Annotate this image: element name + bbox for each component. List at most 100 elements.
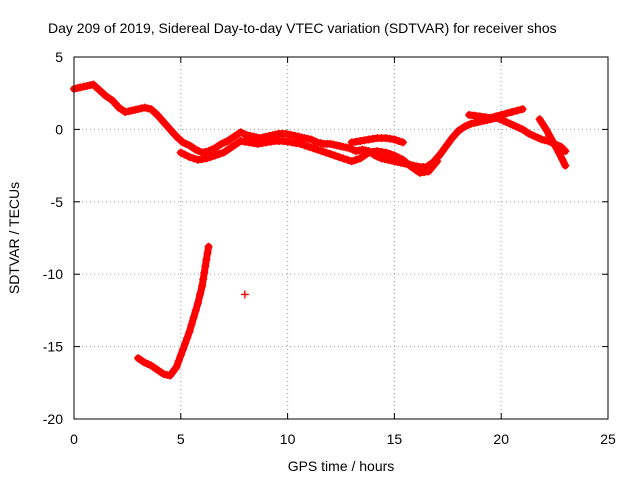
data-point — [433, 157, 442, 166]
y-tick-label: -20 — [43, 411, 63, 427]
data-point — [486, 113, 495, 122]
data-point — [232, 139, 241, 148]
data-point — [317, 147, 326, 156]
data-point — [326, 150, 335, 159]
data-point — [304, 142, 313, 151]
data-point — [181, 150, 190, 159]
data-point — [435, 151, 444, 160]
data-point — [356, 154, 365, 163]
data-point — [198, 155, 207, 164]
y-axis-label: SDTVAR / TECUs — [6, 182, 22, 294]
data-point — [166, 371, 175, 380]
data-point — [441, 142, 450, 151]
y-tick-label: 5 — [55, 49, 63, 65]
data-point — [377, 147, 386, 156]
data-point — [185, 152, 194, 161]
data-point — [444, 138, 453, 147]
data-point — [257, 139, 266, 148]
data-point — [176, 351, 185, 360]
y-tick-label: -5 — [51, 194, 64, 210]
plot-frame — [73, 56, 609, 420]
data-point — [210, 151, 219, 160]
data-point — [203, 249, 212, 258]
data-point — [381, 134, 390, 143]
data-point — [300, 141, 309, 150]
data-point — [330, 151, 339, 160]
data-point — [369, 134, 378, 143]
data-point — [538, 120, 547, 129]
data-point — [351, 155, 360, 164]
x-tick-label: 0 — [70, 431, 78, 447]
data-point — [416, 168, 425, 177]
x-tick-label: 10 — [280, 431, 296, 447]
data-point — [219, 148, 228, 157]
data-point — [193, 299, 202, 308]
data-point — [518, 105, 527, 114]
data-point — [228, 142, 237, 151]
x-tick-label: 15 — [387, 431, 403, 447]
data-point — [542, 125, 551, 134]
data-point — [561, 161, 570, 170]
data-point — [347, 157, 356, 166]
data-point — [199, 275, 208, 284]
data-point — [424, 167, 433, 176]
x-axis-label: GPS time / hours — [288, 458, 395, 474]
data-point — [420, 168, 429, 177]
data-point — [240, 137, 249, 146]
data-point — [181, 339, 190, 348]
data-point — [279, 136, 288, 145]
data-point — [364, 135, 373, 144]
chart-title: Day 209 of 2019, Sidereal Day-to-day VTE… — [48, 20, 557, 36]
data-point — [381, 148, 390, 157]
data-point — [339, 154, 348, 163]
data-point — [398, 138, 407, 147]
data-point — [215, 150, 224, 159]
y-tick-label: -15 — [43, 339, 63, 355]
data-point — [287, 138, 296, 147]
data-point — [475, 112, 484, 121]
data-point — [360, 136, 369, 145]
data-point — [343, 155, 352, 164]
data-point — [169, 367, 178, 376]
data-point — [202, 255, 211, 264]
series-trace — [70, 81, 569, 171]
y-tick-label: 0 — [55, 121, 63, 137]
data-point — [386, 150, 395, 159]
data-point — [438, 147, 447, 156]
y-tick-label: -10 — [43, 266, 63, 282]
data-point — [313, 145, 322, 154]
data-point — [369, 147, 378, 156]
data-point — [407, 163, 416, 172]
data-point — [364, 148, 373, 157]
series-trace — [134, 243, 213, 380]
data-point — [360, 151, 369, 160]
data-point — [185, 328, 194, 337]
data-point — [176, 148, 185, 157]
data-point — [198, 281, 207, 290]
data-point — [202, 154, 211, 163]
data-point — [535, 115, 544, 124]
series-line — [134, 243, 213, 380]
data-point — [253, 139, 262, 148]
data-point — [334, 152, 343, 161]
data-point — [266, 137, 275, 146]
data-point — [240, 290, 249, 299]
data-point — [465, 110, 474, 119]
data-points — [70, 80, 570, 380]
data-point — [554, 148, 563, 157]
data-point — [292, 139, 301, 148]
data-point — [386, 134, 395, 143]
data-point — [545, 131, 554, 140]
data-point — [200, 268, 209, 277]
data-point — [347, 138, 356, 147]
data-point — [502, 109, 511, 118]
data-point — [178, 345, 187, 354]
data-point — [558, 155, 567, 164]
data-point — [189, 313, 198, 322]
data-point — [189, 154, 198, 163]
data-point — [262, 138, 271, 147]
data-point — [183, 333, 192, 342]
data-point — [283, 137, 292, 146]
data-point — [394, 153, 403, 162]
